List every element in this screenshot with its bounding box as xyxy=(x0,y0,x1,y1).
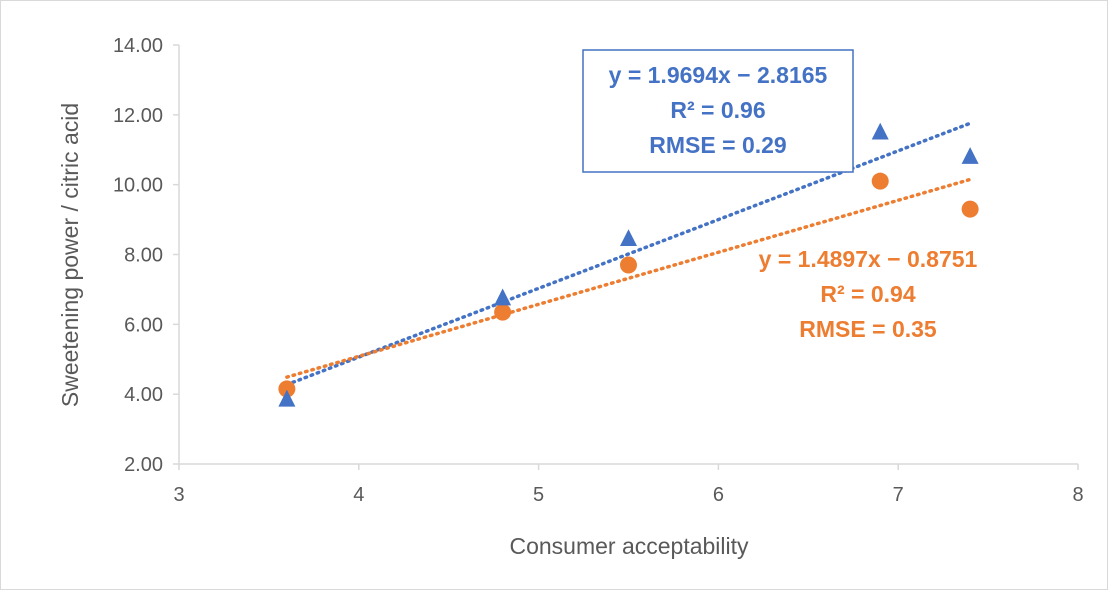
triangle-data-point xyxy=(620,229,637,246)
y-tick-label: 8.00 xyxy=(124,245,163,267)
ticks: 2.00 4.00 6.00 8.00 10.00 12.00 14.00 3 4 5 6 7 8 xyxy=(113,35,1084,506)
blue-equation-box xyxy=(582,49,854,173)
x-axis-title: Consumer acceptability xyxy=(509,533,749,559)
blue-r2: R² = 0.96 xyxy=(670,97,765,123)
x-tick-label: 3 xyxy=(173,484,184,506)
blue-rmse: RMSE = 0.29 xyxy=(649,132,786,158)
trendlines xyxy=(285,121,972,387)
orange-equation: y = 1.4897x − 0.8751 xyxy=(759,246,978,272)
y-tick-label: 6.00 xyxy=(124,314,163,336)
data-points xyxy=(278,122,979,407)
y-tick-label: 14.00 xyxy=(113,35,163,57)
circle-data-point xyxy=(620,256,637,274)
x-tick-label: 8 xyxy=(1072,484,1083,506)
triangle-data-point xyxy=(871,122,889,140)
blue-equation: y = 1.9694x − 2.8165 xyxy=(609,62,828,88)
circle-data-point xyxy=(871,172,889,190)
x-tick-label: 6 xyxy=(713,484,724,506)
y-tick-label: 2.00 xyxy=(124,454,163,476)
x-tick-label: 4 xyxy=(353,484,364,506)
triangle-data-point xyxy=(961,147,979,164)
triangle-data-point xyxy=(494,288,512,306)
circle-data-point xyxy=(494,303,512,321)
orange-rmse: RMSE = 0.35 xyxy=(799,316,937,342)
orange-trendline xyxy=(285,177,972,379)
y-tick-label: 12.00 xyxy=(113,105,163,127)
circle-data-point xyxy=(961,200,979,218)
blue-trendline xyxy=(285,121,972,387)
orange-r2: R² = 0.94 xyxy=(820,281,915,307)
x-tick-label: 5 xyxy=(533,484,544,506)
annotations: y = 1.9694x − 2.8165 R² = 0.96 RMSE = 0.… xyxy=(582,49,978,342)
triangle-data-point xyxy=(278,389,296,407)
y-axis-title: Sweetening power / citric acid xyxy=(57,103,83,407)
y-tick-label: 4.00 xyxy=(124,384,163,406)
x-tick-label: 7 xyxy=(893,484,904,506)
circle-data-point xyxy=(278,380,296,398)
y-tick-label: 10.00 xyxy=(113,175,163,197)
